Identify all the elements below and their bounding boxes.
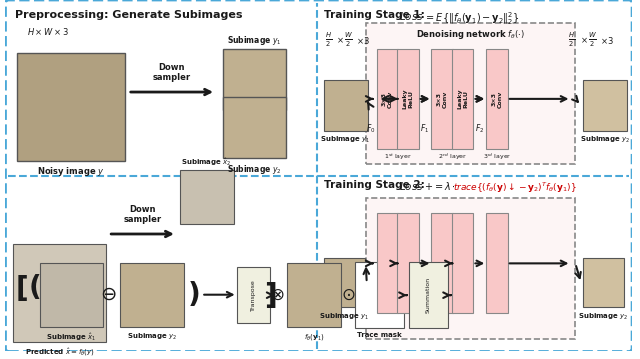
Text: $trace\{(f_\theta(\mathbf{y})\downarrow - \mathbf{y}_2)^T f_\theta(\mathbf{y}_1): $trace\{(f_\theta(\mathbf{y})\downarrow …	[453, 180, 577, 195]
FancyBboxPatch shape	[120, 264, 184, 327]
FancyBboxPatch shape	[366, 23, 575, 164]
Text: $F_2$: $F_2$	[475, 122, 484, 135]
FancyBboxPatch shape	[486, 214, 508, 313]
Text: $+= \lambda \cdot$: $+= \lambda \cdot$	[424, 180, 455, 192]
FancyBboxPatch shape	[17, 53, 125, 160]
Text: Subimage $y_2$: Subimage $y_2$	[580, 135, 630, 145]
FancyBboxPatch shape	[237, 267, 270, 323]
FancyBboxPatch shape	[376, 49, 398, 149]
FancyBboxPatch shape	[40, 264, 104, 327]
Text: Trace mask: Trace mask	[357, 332, 402, 338]
FancyBboxPatch shape	[397, 49, 419, 149]
FancyBboxPatch shape	[583, 258, 624, 307]
Text: $H \times W \times 3$: $H \times W \times 3$	[27, 27, 69, 37]
Text: $\frac{H}{2}$: $\frac{H}{2}$	[324, 31, 332, 49]
Text: $\times$: $\times$	[337, 36, 344, 45]
Text: $\mathit{Loss}$: $\mathit{Loss}$	[399, 180, 424, 192]
FancyBboxPatch shape	[13, 244, 106, 342]
FancyBboxPatch shape	[223, 49, 287, 109]
Text: $\mathbf{]}$: $\mathbf{]}$	[264, 280, 276, 310]
Text: $= E\{\|f_\theta(\mathbf{y}_1) - \mathbf{y}_2\|_2^2\}$: $= E\{\|f_\theta(\mathbf{y}_1) - \mathbf…	[424, 10, 519, 27]
Text: Transpose: Transpose	[251, 279, 256, 311]
Text: $\odot$: $\odot$	[341, 286, 355, 304]
FancyBboxPatch shape	[355, 262, 404, 328]
FancyBboxPatch shape	[397, 214, 419, 313]
Text: Denoising network $f_\theta(\cdot)$: Denoising network $f_\theta(\cdot)$	[416, 28, 525, 41]
FancyBboxPatch shape	[287, 264, 341, 327]
Text: Subimage $y_1$: Subimage $y_1$	[227, 34, 282, 47]
FancyBboxPatch shape	[180, 171, 234, 224]
FancyBboxPatch shape	[486, 49, 508, 149]
Text: $\times$: $\times$	[580, 36, 588, 45]
Text: Down
sampler: Down sampler	[124, 205, 162, 224]
Text: $F_1$: $F_1$	[420, 122, 429, 135]
FancyBboxPatch shape	[431, 214, 453, 313]
Text: 3×3
Conv: 3×3 Conv	[436, 90, 447, 108]
Text: $f_\theta(\mathbf{y}_1)$: $f_\theta(\mathbf{y}_1)$	[304, 332, 324, 342]
Text: $\mathit{Loss}$: $\mathit{Loss}$	[399, 10, 424, 22]
FancyBboxPatch shape	[409, 262, 448, 328]
Text: Leaky
ReLU: Leaky ReLU	[458, 89, 468, 109]
Text: Summation: Summation	[426, 277, 431, 313]
Text: Subimage $y_1$: Subimage $y_1$	[319, 311, 369, 322]
Text: Predicted $\hat{x} = f_\theta(y)$: Predicted $\hat{x} = f_\theta(y)$	[25, 346, 95, 358]
Text: Leaky
ReLU: Leaky ReLU	[403, 89, 413, 109]
Text: Subimage $y_2$: Subimage $y_2$	[579, 311, 629, 322]
FancyBboxPatch shape	[376, 214, 398, 313]
FancyBboxPatch shape	[324, 258, 365, 307]
FancyBboxPatch shape	[583, 80, 627, 131]
Text: 3$^{rd}$ layer: 3$^{rd}$ layer	[483, 152, 511, 162]
Text: $\frac{W}{2}$: $\frac{W}{2}$	[588, 31, 597, 49]
Text: $F_0$: $F_0$	[366, 122, 376, 135]
Text: Subimage $y_1$: Subimage $y_1$	[321, 135, 371, 145]
Text: $\mathbf{)}$: $\mathbf{)}$	[187, 280, 199, 309]
Text: $\ominus$: $\ominus$	[100, 285, 116, 304]
Text: 1$^{st}$ layer: 1$^{st}$ layer	[383, 152, 412, 162]
Text: Preprocessing: Generate Subimages: Preprocessing: Generate Subimages	[15, 10, 243, 20]
Text: Noisy image $y$: Noisy image $y$	[37, 165, 105, 178]
FancyBboxPatch shape	[6, 0, 632, 351]
Text: $\times 3$: $\times 3$	[356, 34, 370, 46]
FancyBboxPatch shape	[366, 198, 575, 339]
Text: Subimage $y_2$: Subimage $y_2$	[127, 332, 177, 342]
Text: $\frac{H}{2}$: $\frac{H}{2}$	[568, 31, 575, 49]
Text: Training Stage 2:: Training Stage 2:	[324, 180, 431, 190]
FancyBboxPatch shape	[431, 49, 453, 149]
Text: Subimage $y_2$: Subimage $y_2$	[227, 163, 282, 176]
Text: $\frac{W}{2}$: $\frac{W}{2}$	[344, 31, 353, 49]
Text: 3×3
Conv: 3×3 Conv	[382, 90, 393, 108]
Text: $\mathbf{[}$: $\mathbf{[}$	[15, 273, 28, 303]
FancyBboxPatch shape	[452, 49, 474, 149]
Text: Training Stage 1:: Training Stage 1:	[324, 10, 431, 20]
FancyBboxPatch shape	[324, 80, 368, 131]
Text: $\times 3$: $\times 3$	[600, 34, 614, 46]
Text: Subimage $\hat{x}_2$: Subimage $\hat{x}_2$	[181, 157, 232, 168]
Text: $\otimes$: $\otimes$	[271, 286, 285, 304]
Text: 3×3
Conv: 3×3 Conv	[492, 90, 502, 108]
Text: $\mathbf{(}$: $\mathbf{(}$	[28, 273, 40, 302]
Text: 2$^{nd}$ layer: 2$^{nd}$ layer	[438, 152, 467, 162]
Text: Down
sampler: Down sampler	[153, 63, 191, 82]
FancyBboxPatch shape	[452, 214, 474, 313]
FancyBboxPatch shape	[223, 97, 287, 158]
Text: Subimage $\hat{x}_1$: Subimage $\hat{x}_1$	[46, 332, 97, 344]
